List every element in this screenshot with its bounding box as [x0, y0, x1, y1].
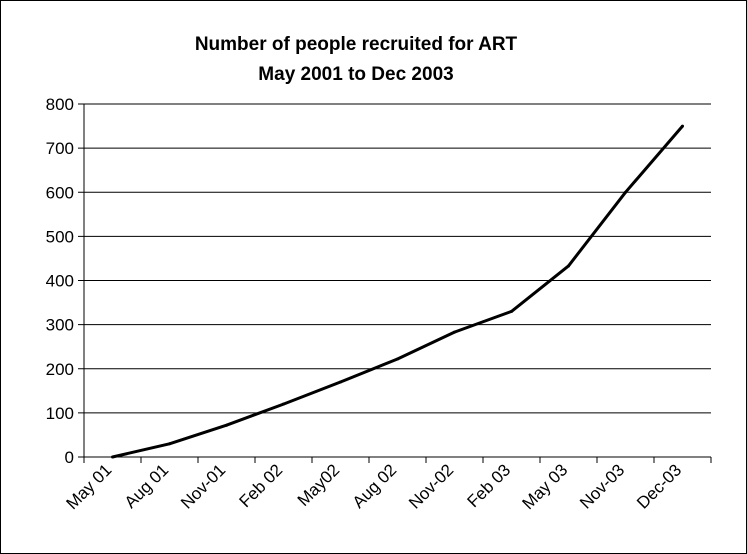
x-tick-label: Feb 03: [463, 460, 514, 511]
x-tick-label: Feb 02: [235, 460, 286, 511]
y-tick-label: 700: [46, 139, 74, 158]
data-point: [282, 402, 285, 406]
x-axis: May 01 Aug 01 Nov-01 Feb 02 May02 Aug 02 Nov-0…: [62, 104, 712, 513]
data-point: [168, 442, 171, 446]
data-point: [111, 455, 114, 459]
x-tick-label: Nov-02: [405, 460, 457, 512]
data-point: [225, 423, 228, 427]
series-line-0: [112, 125, 684, 459]
y-tick-label: 600: [46, 183, 74, 202]
data-point: [624, 190, 627, 194]
chart-subtitle: May 2001 to Dec 2003: [258, 64, 453, 85]
data-point: [510, 309, 513, 313]
y-tick-label: 300: [46, 316, 74, 335]
gridlines: [84, 103, 711, 414]
y-tick-label: 100: [46, 404, 74, 423]
chart-title: Number of people recruited for ART: [195, 34, 518, 55]
x-tick-label: Dec-03: [633, 460, 685, 512]
x-tick-label: May 03: [518, 460, 571, 513]
y-tick-label: 0: [65, 448, 74, 467]
x-tick-label: Aug 01: [121, 460, 173, 512]
data-point: [339, 380, 342, 384]
y-tick-label: 400: [46, 272, 74, 291]
x-tick-label: May02: [294, 460, 344, 510]
series-group: [111, 124, 684, 459]
x-tick-label: Aug 02: [349, 460, 401, 512]
x-tick-label: May 01: [62, 460, 115, 513]
data-point: [567, 264, 570, 268]
x-tick-label: Nov-03: [576, 460, 628, 512]
data-point: [453, 330, 456, 334]
y-tick-label: 500: [46, 227, 74, 246]
data-point: [396, 357, 399, 361]
y-tick-label: 200: [46, 360, 74, 379]
x-tick-label: Nov-01: [177, 460, 229, 512]
data-point: [681, 124, 684, 128]
y-tick-label: 800: [46, 95, 74, 114]
y-axis-ticks: 0 100 200 300 400 500 600 700 800: [46, 95, 84, 467]
